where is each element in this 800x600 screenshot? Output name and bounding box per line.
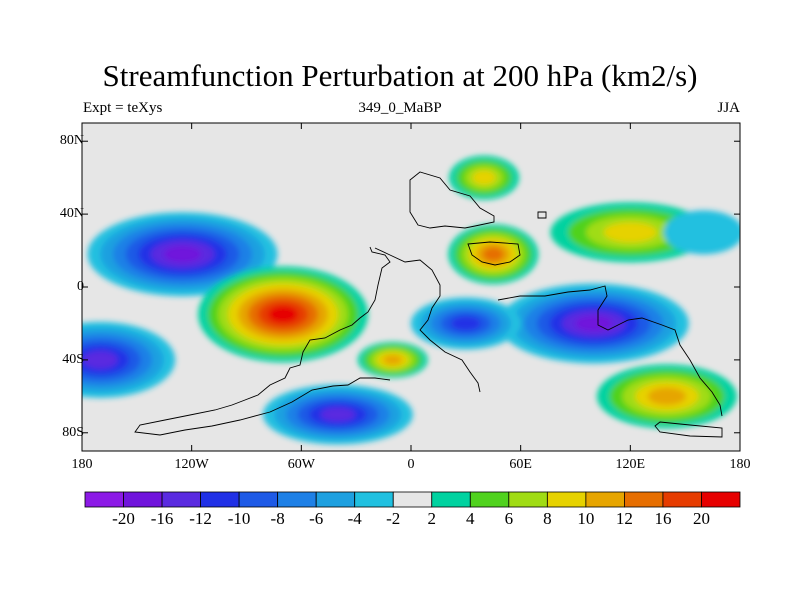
field-contour bbox=[663, 210, 740, 255]
right-subtitle: JJA bbox=[717, 100, 740, 116]
colorbar-swatch bbox=[161, 491, 201, 508]
colorbar-swatch bbox=[200, 491, 240, 508]
colorbar-swatch bbox=[662, 491, 702, 508]
colorbar-label: -16 bbox=[150, 509, 174, 528]
colorbar-swatch bbox=[277, 491, 317, 508]
colorbar-swatch bbox=[354, 491, 394, 508]
asia-outline bbox=[497, 285, 723, 417]
field-contour bbox=[383, 354, 403, 365]
africa-outline bbox=[374, 247, 481, 393]
colorbar-label: 6 bbox=[504, 509, 514, 528]
colorbar-swatch bbox=[585, 491, 625, 508]
field-contour bbox=[82, 351, 118, 369]
colorbar-swatch bbox=[123, 491, 163, 508]
lat-tick-label: 80S bbox=[62, 424, 84, 440]
australia-outline bbox=[654, 421, 723, 438]
colorbar-label: 4 bbox=[466, 509, 475, 528]
lat-tick-label: 80N bbox=[59, 133, 84, 149]
americas-outline bbox=[134, 246, 391, 436]
lon-tick-label: 120W bbox=[174, 457, 209, 472]
colorbar-swatch bbox=[315, 491, 356, 508]
field-contour bbox=[320, 407, 356, 422]
lat-tick-label: 40N bbox=[59, 206, 84, 222]
colorbar-label: -4 bbox=[347, 509, 362, 528]
lon-tick-label: 60E bbox=[509, 457, 532, 472]
colorbar bbox=[84, 491, 741, 508]
lon-tick-label: 120E bbox=[615, 457, 646, 472]
colorbar-label: -8 bbox=[270, 509, 285, 528]
colorbar-swatch bbox=[469, 491, 510, 508]
colorbar-label: 8 bbox=[543, 509, 552, 528]
left-subtitle: Expt = teXys bbox=[83, 100, 163, 116]
longitude-ticks bbox=[81, 123, 741, 451]
arabia-outline bbox=[467, 241, 521, 266]
colorbar-label: -20 bbox=[112, 509, 135, 528]
colorbar-label: 16 bbox=[654, 509, 672, 528]
small-island-outline bbox=[537, 211, 547, 219]
lat-tick-label: 40S bbox=[62, 351, 84, 367]
colorbar-swatch bbox=[701, 491, 741, 508]
colorbar-swatch bbox=[431, 491, 471, 508]
colorbar-label: -12 bbox=[189, 509, 212, 528]
field-contour bbox=[450, 316, 481, 331]
lon-tick-label: 180 bbox=[71, 457, 93, 472]
colorbar-swatch bbox=[546, 491, 587, 508]
colorbar-swatch bbox=[238, 491, 279, 508]
colorbar-label: 2 bbox=[427, 509, 437, 528]
field-contour bbox=[163, 245, 202, 263]
lat-tick-label: 0 bbox=[77, 279, 84, 294]
lon-tick-label: 60W bbox=[287, 457, 315, 472]
colorbar-swatch bbox=[508, 491, 548, 508]
colorbar-swatch bbox=[624, 491, 664, 508]
plot-title: Streamfunction Perturbation at 200 hPa (… bbox=[102, 58, 698, 93]
colorbar-label: 12 bbox=[615, 509, 633, 528]
streamfunction-field bbox=[82, 155, 740, 445]
center-subtitle: 349_0_MaBP bbox=[358, 100, 442, 116]
field-contour bbox=[472, 170, 496, 185]
field-contour bbox=[647, 387, 686, 406]
field-contour bbox=[268, 305, 299, 323]
colorbar-label: -6 bbox=[309, 509, 324, 528]
colorbar-label: -2 bbox=[386, 509, 401, 528]
field-contour bbox=[482, 247, 504, 262]
colorbar-label: 20 bbox=[692, 509, 710, 528]
lon-tick-label: 180 bbox=[729, 457, 751, 472]
colorbar-swatch bbox=[392, 491, 433, 508]
field-contour bbox=[603, 222, 658, 243]
latitude-ticks bbox=[82, 140, 740, 434]
lon-tick-label: 0 bbox=[407, 457, 415, 472]
colorbar-label: 10 bbox=[577, 509, 595, 528]
continent-outlines bbox=[134, 171, 723, 438]
colorbar-swatch bbox=[84, 491, 124, 508]
colorbar-label: -10 bbox=[227, 509, 251, 528]
eurasia-outline bbox=[409, 171, 495, 229]
